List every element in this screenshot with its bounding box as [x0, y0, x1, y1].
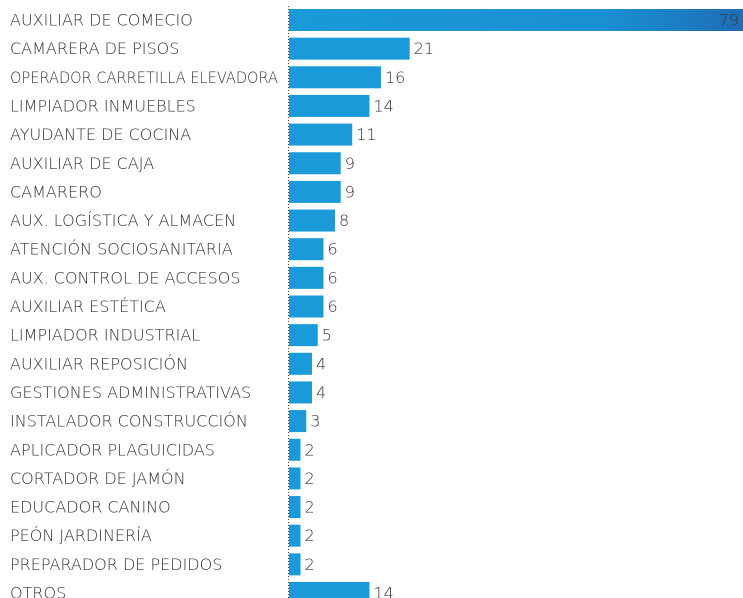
- bar: [289, 553, 301, 576]
- category-label: AUX. CONTROL DE ACCESOS: [10, 268, 241, 287]
- category-label: GESTIONES ADMINISTRATIVAS: [10, 383, 251, 402]
- category-label: LIMPIADOR INDUSTRIAL: [10, 326, 200, 345]
- category-label: CAMARERA DE PISOS: [10, 39, 179, 58]
- value-label: 2: [304, 440, 314, 459]
- value-label: 11: [356, 125, 376, 144]
- category-label: AUXILIAR DE COMECIO: [10, 11, 193, 30]
- bar: [289, 524, 301, 547]
- bar: [289, 66, 381, 89]
- bar: [289, 123, 353, 146]
- category-label: INSTALADOR CONSTRUCCIÓN: [10, 412, 248, 431]
- category-label: APLICADOR PLAGUICIDAS: [10, 440, 215, 459]
- bar: [289, 266, 324, 289]
- value-label: 6: [327, 240, 337, 259]
- category-label: CAMARERO: [10, 182, 102, 201]
- bar: [289, 209, 335, 232]
- category-label: AUX. LOGÍSTICA Y ALMACEN: [10, 211, 236, 230]
- value-label: 2: [304, 555, 314, 574]
- value-label: 14: [373, 584, 393, 598]
- category-label: PREPARADOR DE PEDIDOS: [10, 555, 222, 574]
- bar: [289, 467, 301, 490]
- value-label: 2: [304, 469, 314, 488]
- bar: [289, 582, 370, 598]
- bar: [289, 180, 341, 203]
- category-label: ATENCIÓN SOCIOSANITARIA: [10, 240, 233, 259]
- value-label: 2: [304, 498, 314, 517]
- category-label: AUXILIAR REPOSICIÓN: [10, 354, 188, 373]
- bar: [289, 438, 301, 461]
- bar: [289, 410, 307, 433]
- value-label: 21: [414, 39, 434, 58]
- bar: [289, 37, 410, 60]
- value-label: 14: [373, 96, 393, 115]
- value-label: 2: [304, 526, 314, 545]
- value-label: 16: [385, 68, 405, 87]
- bar: [289, 9, 743, 31]
- value-label: 3: [310, 412, 320, 431]
- category-label: PEÓN JARDINERÍA: [10, 526, 152, 545]
- category-label: AYUDANTE DE COCINA: [10, 125, 191, 144]
- category-label: LIMPIADOR INMUEBLES: [10, 96, 196, 115]
- category-label: EDUCADOR CANINO: [10, 498, 171, 517]
- category-label: OTROS: [10, 584, 66, 598]
- bar: [289, 352, 312, 375]
- bar: [289, 381, 312, 404]
- value-label: 79: [719, 11, 739, 30]
- value-label: 9: [345, 154, 355, 173]
- bar: [289, 496, 301, 519]
- value-label: 4: [316, 383, 326, 402]
- category-label: AUXILIAR DE CAJA: [10, 154, 154, 173]
- bar: [289, 152, 341, 175]
- category-label: CORTADOR DE JAMÓN: [10, 469, 186, 488]
- bar: [289, 295, 324, 318]
- bar: [289, 324, 318, 347]
- bar: [289, 238, 324, 261]
- value-label: 6: [327, 297, 337, 316]
- value-label: 8: [339, 211, 349, 230]
- value-label: 6: [327, 268, 337, 287]
- category-label: AUXILIAR ESTÉTICA: [10, 297, 166, 316]
- value-label: 4: [316, 354, 326, 373]
- value-label: 5: [322, 326, 332, 345]
- value-label: 9: [345, 182, 355, 201]
- bar: [289, 94, 370, 117]
- category-label: OPERADOR CARRETILLA ELEVADORA: [10, 68, 278, 87]
